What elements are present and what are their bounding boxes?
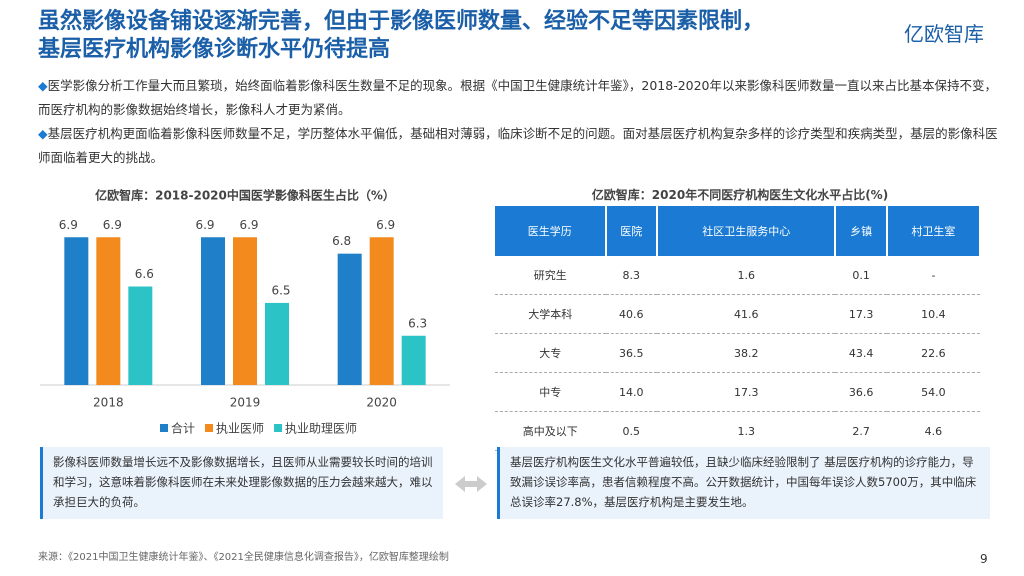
- cell: 40.6: [605, 294, 657, 334]
- cell: 中专: [495, 372, 606, 412]
- data-label: 6.9: [103, 218, 122, 232]
- x-tick-label: 2020: [366, 396, 397, 410]
- table-row: 高中及以下 0.5 1.3 2.7 4.6: [495, 411, 980, 451]
- cell: -: [886, 256, 980, 295]
- cell: 36.5: [605, 333, 657, 373]
- x-tick-label: 2019: [230, 396, 261, 410]
- bar: [337, 253, 362, 385]
- bar: [201, 237, 225, 385]
- cell: 54.0: [886, 372, 980, 412]
- bar: [64, 237, 89, 385]
- data-label: 6.9: [376, 218, 395, 232]
- bar: [369, 237, 394, 385]
- title: 虽然影像设备铺设逐渐完善，但由于影像医师数量、经验不足等因素限制， 基层医疗机构…: [38, 8, 764, 64]
- data-label: 6.5: [271, 283, 290, 297]
- cell: 8.3: [605, 256, 657, 295]
- table-title: 亿欧智库：2020年不同医疗机构医生文化水平占比(%): [591, 188, 889, 202]
- cell: 41.6: [656, 294, 836, 334]
- cell: 43.4: [835, 333, 887, 373]
- bar: [96, 237, 121, 385]
- legend-swatch: [274, 424, 283, 432]
- cell: 1.3: [656, 411, 836, 451]
- cell: 大学本科: [495, 294, 606, 334]
- cell: 1.6: [656, 256, 836, 295]
- header-cell: 医院: [605, 206, 658, 256]
- page-number: 9: [980, 552, 988, 566]
- cell: 研究生: [495, 256, 606, 295]
- data-label: 6.3: [408, 316, 427, 330]
- cell: 38.2: [656, 333, 836, 373]
- header-cell: 医生学历: [495, 206, 607, 256]
- table-header: 医生学历 医院 社区卫生服务中心 乡镇 村卫生室: [495, 206, 982, 256]
- table-row: 大专 36.5 38.2 43.4 22.6: [495, 333, 980, 373]
- bar: [265, 302, 289, 385]
- bullet: 基层医疗机构更面临着影像科医师数量不足，学历整体水平偏低，基础相对薄弱，临床诊断…: [38, 122, 998, 170]
- bar: [401, 335, 426, 385]
- cell: 17.3: [835, 294, 887, 334]
- cell: 大专: [495, 333, 606, 373]
- bar: [233, 237, 257, 385]
- cell: 22.6: [886, 333, 980, 373]
- title-line: 虽然影像设备铺设逐渐完善，但由于影像医师数量、经验不足等因素限制，: [38, 9, 765, 34]
- table: 医生学历 医院 社区卫生服务中心 乡镇 村卫生室 研究生 8.3 1.6 0.1- 大学本科 40.…: [495, 206, 982, 451]
- bar: [128, 286, 153, 385]
- title-line: 基层医疗机构影像诊断水平仍待提高: [38, 37, 391, 62]
- cell: 0.5: [605, 411, 657, 451]
- legend-label: 合计: [171, 421, 195, 436]
- logo: 亿欧智库: [904, 22, 984, 46]
- header-cell: 乡镇: [835, 206, 888, 256]
- bullets: 医学影像分析工作量大而且繁琐，始终面临着影像科医生数量不足的现象。根据《中国卫生…: [38, 74, 998, 170]
- table-body: 研究生 8.3 1.6 0.1- 大学本科 40.6 41.6 17.3 10.4 大专 36.5 3…: [495, 256, 980, 451]
- table-row: 大学本科 40.6 41.6 17.3 10.4: [495, 294, 980, 334]
- data-label: 6.6: [135, 267, 154, 281]
- cell: 10.4: [886, 294, 980, 334]
- data-label: 6.8: [332, 234, 351, 248]
- cell: 0.1: [835, 256, 887, 295]
- x-tick-label: 2018: [93, 396, 124, 410]
- cell: 14.0: [605, 372, 657, 412]
- bullet: 医学影像分析工作量大而且繁琐，始终面临着影像科医生数量不足的现象。根据《中国卫生…: [38, 74, 998, 122]
- cell: 17.3: [656, 372, 836, 412]
- note: 基层医疗机构医生文化水平普遍较低，且缺少临床经验限制了 基层医疗机构的诊疗能力，…: [497, 447, 990, 519]
- header-cell: 社区卫生服务中心: [656, 206, 837, 256]
- data-label: 6.9: [59, 218, 78, 232]
- cell: 高中及以下: [495, 411, 606, 451]
- cell: 2.7: [835, 411, 887, 451]
- cell: 36.6: [835, 372, 887, 412]
- source: 来源：《2021中国卫生健康统计年鉴》、《2021全民健康信息化调查报告》，亿欧…: [38, 552, 449, 563]
- header-cell: 村卫生室: [886, 206, 982, 256]
- table-row: 研究生 8.3 1.6 0.1-: [495, 256, 980, 295]
- table-row: 中专 14.0 17.3 36.6 54.0: [495, 372, 980, 412]
- legend-label: 执业医师: [216, 422, 264, 436]
- data-label: 6.9: [239, 218, 258, 232]
- note: 影像科医师数量增长远不及影像数据增长，且医师从业需要较长时间的培训和学习，这意味…: [40, 447, 443, 519]
- arrow: [455, 476, 487, 492]
- legend-label: 执业助理医师: [285, 422, 357, 436]
- data-label: 6.9: [195, 218, 214, 232]
- chart-title: 亿欧智库：2018-2020中国医学影像科医生占比（%）: [95, 188, 395, 203]
- legend-swatch: [205, 424, 214, 432]
- cell: 4.6: [886, 411, 980, 451]
- legend-swatch: [160, 424, 168, 432]
